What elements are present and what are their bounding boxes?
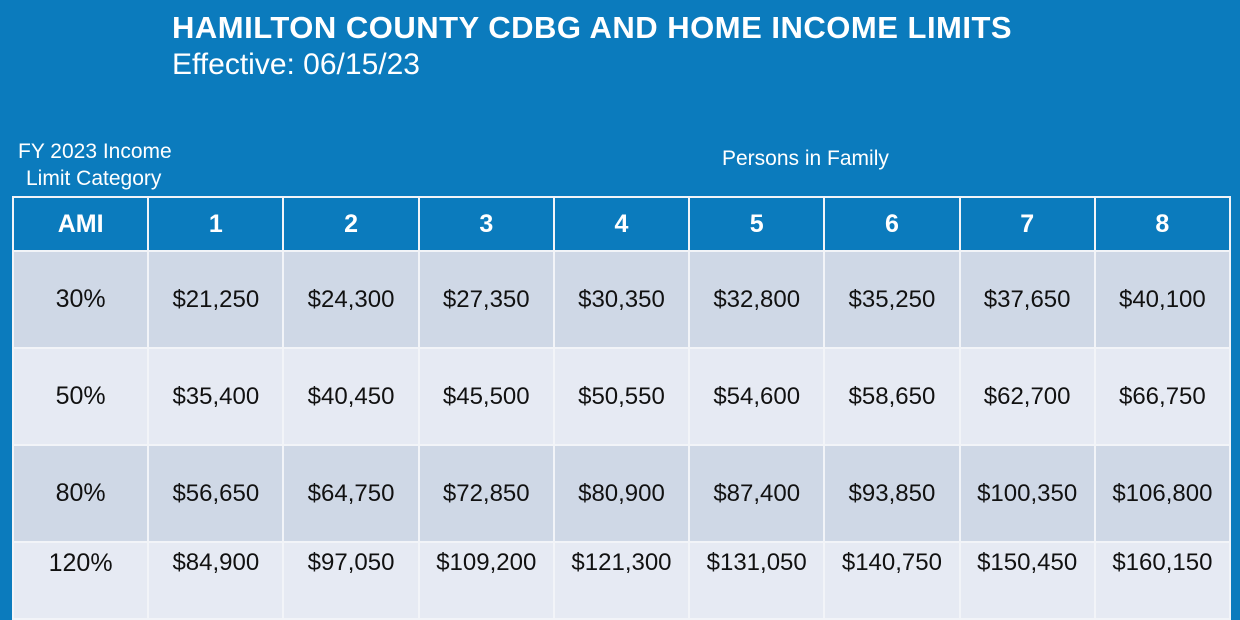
income-limit-cell: $64,750 (282, 444, 420, 543)
income-limit-cell: $160,150 (1093, 541, 1232, 620)
table-body: 30% $21,250 $24,300 $27,350 $30,350 $32,800 $3… (11, 250, 1232, 620)
category-label-line2: Limit Category (26, 167, 162, 190)
column-header-persons-8: 8 (1093, 196, 1232, 252)
column-header-persons-2: 2 (282, 196, 420, 252)
income-limits-table: AMI 1 2 3 4 5 6 7 8 30% $21,250 $24,300 $27,350 $30,… (11, 196, 1232, 620)
table-row: 120% $84,900 $97,050 $109,200 $121,300 $131,0… (11, 541, 1232, 620)
income-limit-cell: $80,900 (552, 444, 691, 543)
income-limit-cell: $140,750 (823, 541, 961, 620)
income-limit-cell: $100,350 (958, 444, 1096, 543)
persons-in-family-label: Persons in Family (722, 147, 889, 170)
category-label: FY 2023 Income Limit Category (18, 138, 172, 192)
income-limit-cell: $24,300 (282, 250, 420, 349)
income-limit-cell: $27,350 (417, 250, 555, 349)
income-limit-cell: $40,450 (282, 347, 420, 446)
ami-cell: 80% (11, 444, 150, 543)
income-limit-cell: $30,350 (552, 250, 691, 349)
table-row: 80% $56,650 $64,750 $72,850 $80,900 $87,400 $9… (11, 444, 1232, 543)
income-limit-cell: $72,850 (417, 444, 555, 543)
income-limit-cell: $58,650 (823, 347, 961, 446)
page-title: HAMILTON COUNTY CDBG AND HOME INCOME LIM… (172, 10, 1013, 45)
income-limit-cell: $37,650 (958, 250, 1096, 349)
effective-date: Effective: 06/15/23 (172, 48, 420, 81)
income-limit-cell: $40,100 (1093, 250, 1232, 349)
table-row: 50% $35,400 $40,450 $45,500 $50,550 $54,600 $5… (11, 347, 1232, 446)
income-limit-cell: $56,650 (147, 444, 285, 543)
income-limit-cell: $45,500 (417, 347, 555, 446)
income-limit-cell: $87,400 (688, 444, 826, 543)
income-limit-cell: $97,050 (282, 541, 420, 620)
income-limit-cell: $106,800 (1093, 444, 1232, 543)
income-limit-cell: $150,450 (958, 541, 1096, 620)
ami-cell: 120% (11, 541, 150, 620)
column-header-persons-5: 5 (688, 196, 826, 252)
income-limit-cell: $66,750 (1093, 347, 1232, 446)
category-label-line1: FY 2023 Income (18, 140, 172, 163)
ami-cell: 50% (11, 347, 150, 446)
table-header-row: AMI 1 2 3 4 5 6 7 8 (11, 196, 1232, 252)
income-limit-cell: $35,250 (823, 250, 961, 349)
income-limit-cell: $84,900 (147, 541, 285, 620)
column-header-persons-1: 1 (147, 196, 285, 252)
income-limit-cell: $62,700 (958, 347, 1096, 446)
income-limit-cell: $131,050 (688, 541, 826, 620)
table-row: 30% $21,250 $24,300 $27,350 $30,350 $32,800 $3… (11, 250, 1232, 349)
column-header-persons-3: 3 (417, 196, 555, 252)
income-limit-cell: $35,400 (147, 347, 285, 446)
income-limit-cell: $93,850 (823, 444, 961, 543)
ami-cell: 30% (11, 250, 150, 349)
column-header-persons-4: 4 (552, 196, 691, 252)
income-limit-cell: $121,300 (552, 541, 691, 620)
column-header-persons-7: 7 (958, 196, 1096, 252)
income-limit-cell: $50,550 (552, 347, 691, 446)
income-limit-cell: $54,600 (688, 347, 826, 446)
column-header-persons-6: 6 (823, 196, 961, 252)
income-limit-cell: $21,250 (147, 250, 285, 349)
income-limit-cell: $32,800 (688, 250, 826, 349)
income-limit-cell: $109,200 (417, 541, 555, 620)
column-header-ami: AMI (11, 196, 150, 252)
